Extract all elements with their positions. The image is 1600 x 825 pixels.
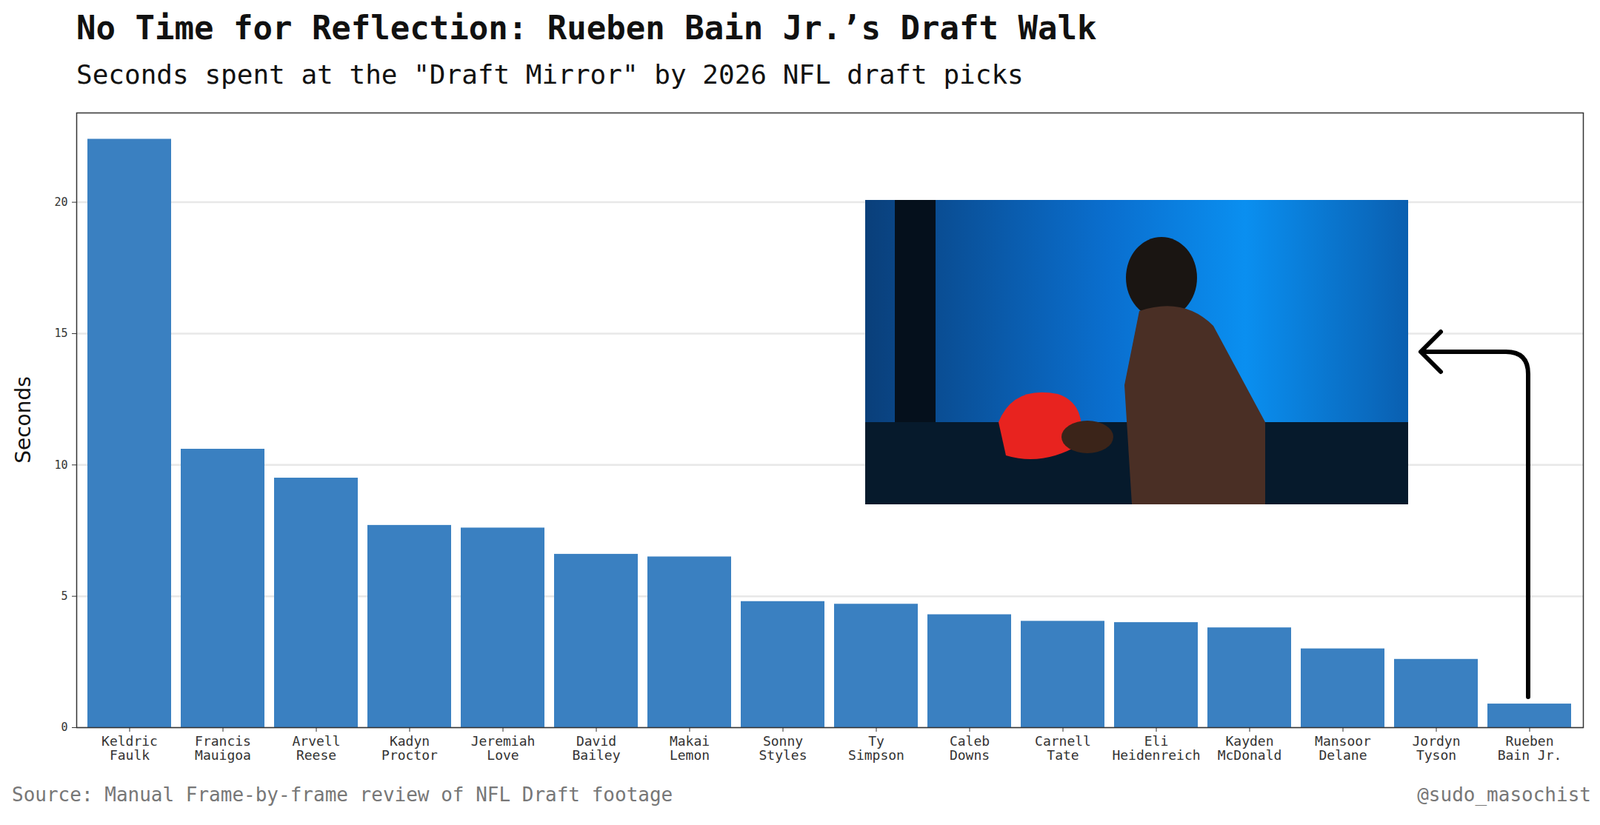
svg-text:CarnellTate: CarnellTate [1034, 733, 1092, 764]
html-text:@sudo_masochist: @sudo_masochist [1417, 783, 1592, 806]
svg-text:RuebenBain Jr.: RuebenBain Jr. [1497, 733, 1563, 764]
html-text:Seconds spent at the "Draft Mi: Seconds spent at the "Draft Mirror" by 2… [76, 59, 1024, 90]
svg-text:0: 0 [60, 720, 68, 735]
svg-text:JordynTyson: JordynTyson [1411, 733, 1460, 764]
svg-text:CalebDowns: CalebDowns [949, 733, 990, 764]
svg-text:15: 15 [54, 326, 68, 340]
svg-text:EliHeidenreich: EliHeidenreich [1111, 733, 1200, 764]
svg-text:20: 20 [54, 195, 68, 209]
svg-text:MakaiLemon: MakaiLemon [669, 733, 710, 764]
svg-text:TySimpson: TySimpson [848, 733, 905, 764]
svg-text:ArvellReese: ArvellReese [291, 733, 340, 764]
html-text:No Time for Reflection: Rueben: No Time for Reflection: Rueben Bain Jr.’… [76, 8, 1097, 47]
svg-text:SonnyStyles: SonnyStyles [758, 733, 807, 764]
svg-text:10: 10 [54, 458, 68, 472]
svg-text:JeremiahLove: JeremiahLove [471, 733, 536, 764]
svg-text:FrancisMauigoa: FrancisMauigoa [194, 733, 252, 764]
svg-text:5: 5 [60, 589, 68, 603]
svg-text:MansoorDelane: MansoorDelane [1314, 733, 1372, 764]
svg-text:DavidBailey: DavidBailey [571, 733, 620, 764]
html-text:Source: Manual Frame-by-frame: Source: Manual Frame-by-frame review of … [11, 783, 673, 806]
svg-text:KadynProctor: KadynProctor [381, 733, 438, 764]
html-text:Seconds: Seconds [10, 376, 36, 464]
svg-text:KaydenMcDonald: KaydenMcDonald [1217, 733, 1283, 764]
svg-text:KeldricFaulk: KeldricFaulk [101, 733, 158, 764]
